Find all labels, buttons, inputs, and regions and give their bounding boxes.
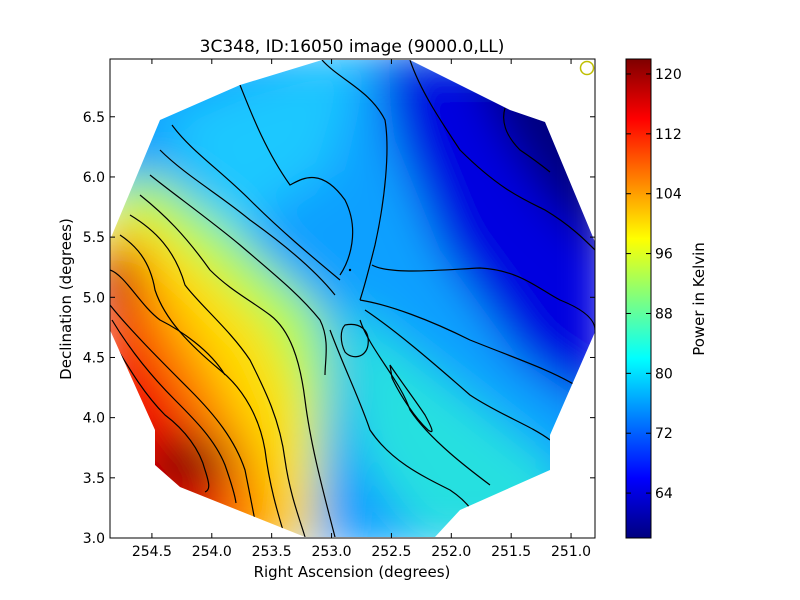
- colorbar-axis: 64 72 80 88 96 104 112 120: [626, 67, 682, 502]
- contour-line: [364, 309, 551, 441]
- colorbar-tick-label: 104: [655, 187, 682, 203]
- colorbar-tick-label: 120: [655, 67, 682, 83]
- y-tick-label: 4.5: [83, 350, 105, 366]
- contour-line: [110, 269, 226, 376]
- y-tick-label: 5.0: [83, 290, 105, 306]
- y-axis-label: Declination (degrees): [57, 218, 75, 380]
- colorbar-tick-label: 88: [655, 306, 673, 322]
- contour-line: [119, 234, 286, 537]
- x-tick-label: 251.5: [491, 544, 531, 560]
- y-tick-label: 4.0: [83, 411, 105, 427]
- contour-line: [371, 264, 595, 331]
- x-axis: 254.5 254.0 253.5 253.0 252.5 252.0 251.5 251.0: [132, 59, 591, 560]
- y-axis: 3.0 3.5 4.0 4.5 5.0 5.5 6.0 6.5: [83, 110, 595, 547]
- contour-line: [359, 299, 576, 386]
- y-tick-label: 3.0: [83, 531, 105, 547]
- contour-line: [389, 364, 433, 433]
- x-tick-label: 253.5: [252, 544, 292, 560]
- contour-line: [111, 319, 237, 504]
- colorbar-tick-label: 72: [655, 426, 673, 442]
- field-cyan-low-region: [340, 300, 560, 537]
- field-red-peak: [110, 245, 137, 315]
- x-tick-label: 252.0: [431, 544, 471, 560]
- contour-line: [114, 344, 210, 493]
- contour-line: [159, 149, 336, 296]
- source-marker: [348, 268, 352, 272]
- y-tick-label: 6.5: [83, 110, 105, 126]
- beam-marker: [579, 60, 595, 76]
- contour-line: [110, 304, 259, 537]
- y-tick-label: 6.0: [83, 170, 105, 186]
- colorbar-tick-label: 112: [655, 127, 682, 143]
- heatmap-image: [110, 60, 595, 537]
- y-tick-label: 3.5: [83, 471, 105, 487]
- contour-line: [409, 60, 595, 251]
- x-tick-label: 251.0: [551, 544, 591, 560]
- heatmap-field: [110, 60, 595, 537]
- field-cyan-region: [160, 60, 360, 240]
- contour-line: [340, 323, 369, 358]
- chart-title: 3C348, ID:16050 image (9000.0,LL): [200, 37, 505, 57]
- contour-line: [329, 329, 476, 516]
- contour-line: [139, 194, 336, 537]
- x-tick-label: 254.5: [132, 544, 172, 560]
- x-axis-label: Right Ascension (degrees): [254, 563, 451, 581]
- contour-line: [129, 214, 306, 537]
- contour-line: [359, 319, 491, 486]
- x-tick-label: 253.0: [311, 544, 351, 560]
- x-tick-label: 254.0: [192, 544, 232, 560]
- colorbar-tick-label: 96: [655, 247, 673, 263]
- colorbar-tick-label: 64: [655, 486, 673, 502]
- contour-line: [503, 107, 551, 173]
- contour-line: [239, 84, 354, 276]
- contour-lines: [110, 60, 595, 537]
- colorbar-label: Power in Kelvin: [690, 242, 708, 356]
- colorbar: [625, 58, 652, 539]
- contour-line: [171, 124, 341, 281]
- contour-line: [149, 174, 327, 376]
- field-darkred-peak: [140, 437, 230, 493]
- contour-line: [321, 60, 388, 301]
- x-tick-label: 252.5: [371, 544, 411, 560]
- y-tick-label: 5.5: [83, 230, 105, 246]
- axes-frame: [109, 58, 596, 539]
- colorbar-tick-label: 80: [655, 366, 673, 382]
